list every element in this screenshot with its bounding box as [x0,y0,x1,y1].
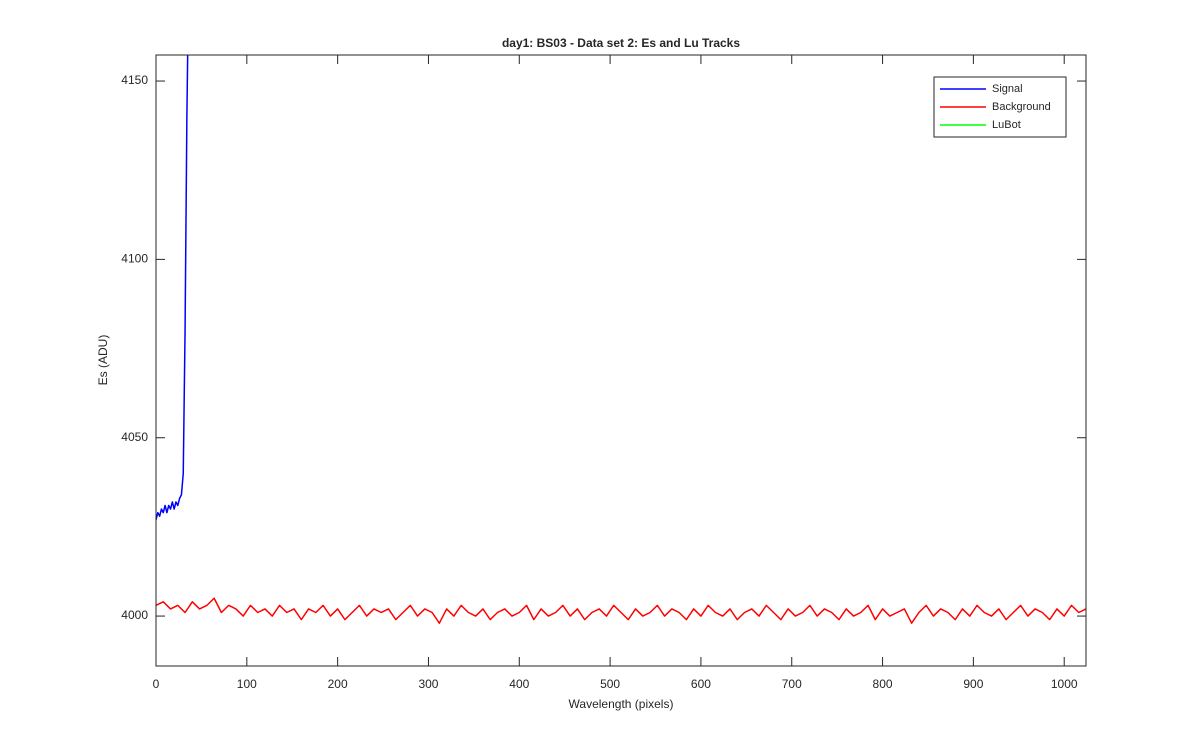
x-tick-label: 500 [600,677,620,691]
y-tick-label: 4100 [121,252,148,266]
y-tick-label: 4050 [121,430,148,444]
x-tick-label: 700 [782,677,802,691]
legend-label: Background [992,101,1051,113]
legend-label: LuBot [992,119,1021,131]
x-tick-label: 800 [873,677,893,691]
x-axis-label: Wavelength (pixels) [569,697,674,711]
series-line [156,55,189,520]
x-tick-label: 900 [963,677,983,691]
x-tick-label: 400 [509,677,529,691]
legend-label: Signal [992,83,1023,95]
x-tick-label: 300 [418,677,438,691]
y-axis-label: Es (ADU) [96,335,110,386]
x-tick-label: 0 [153,677,160,691]
axes-box [155,54,1087,667]
plot-lines [156,55,1086,624]
x-tick-label: 200 [328,677,348,691]
x-tick-label: 600 [691,677,711,691]
series-line [156,597,1086,624]
chart-title: day1: BS03 - Data set 2: Es and Lu Track… [502,36,740,50]
plot-area [156,55,1086,666]
x-tick-label: 100 [237,677,257,691]
x-tick-label: 1000 [1051,677,1078,691]
y-tick-label: 4000 [121,608,148,622]
y-tick-label: 4150 [121,73,148,87]
